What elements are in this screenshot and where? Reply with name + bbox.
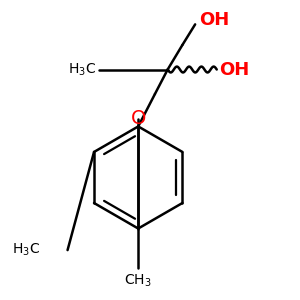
- Text: OH: OH: [199, 11, 229, 29]
- Text: H$_3$C: H$_3$C: [12, 242, 40, 258]
- Text: O: O: [130, 109, 146, 128]
- Text: H$_3$C: H$_3$C: [68, 61, 96, 78]
- Text: CH$_3$: CH$_3$: [124, 273, 152, 289]
- Text: OH: OH: [219, 61, 249, 79]
